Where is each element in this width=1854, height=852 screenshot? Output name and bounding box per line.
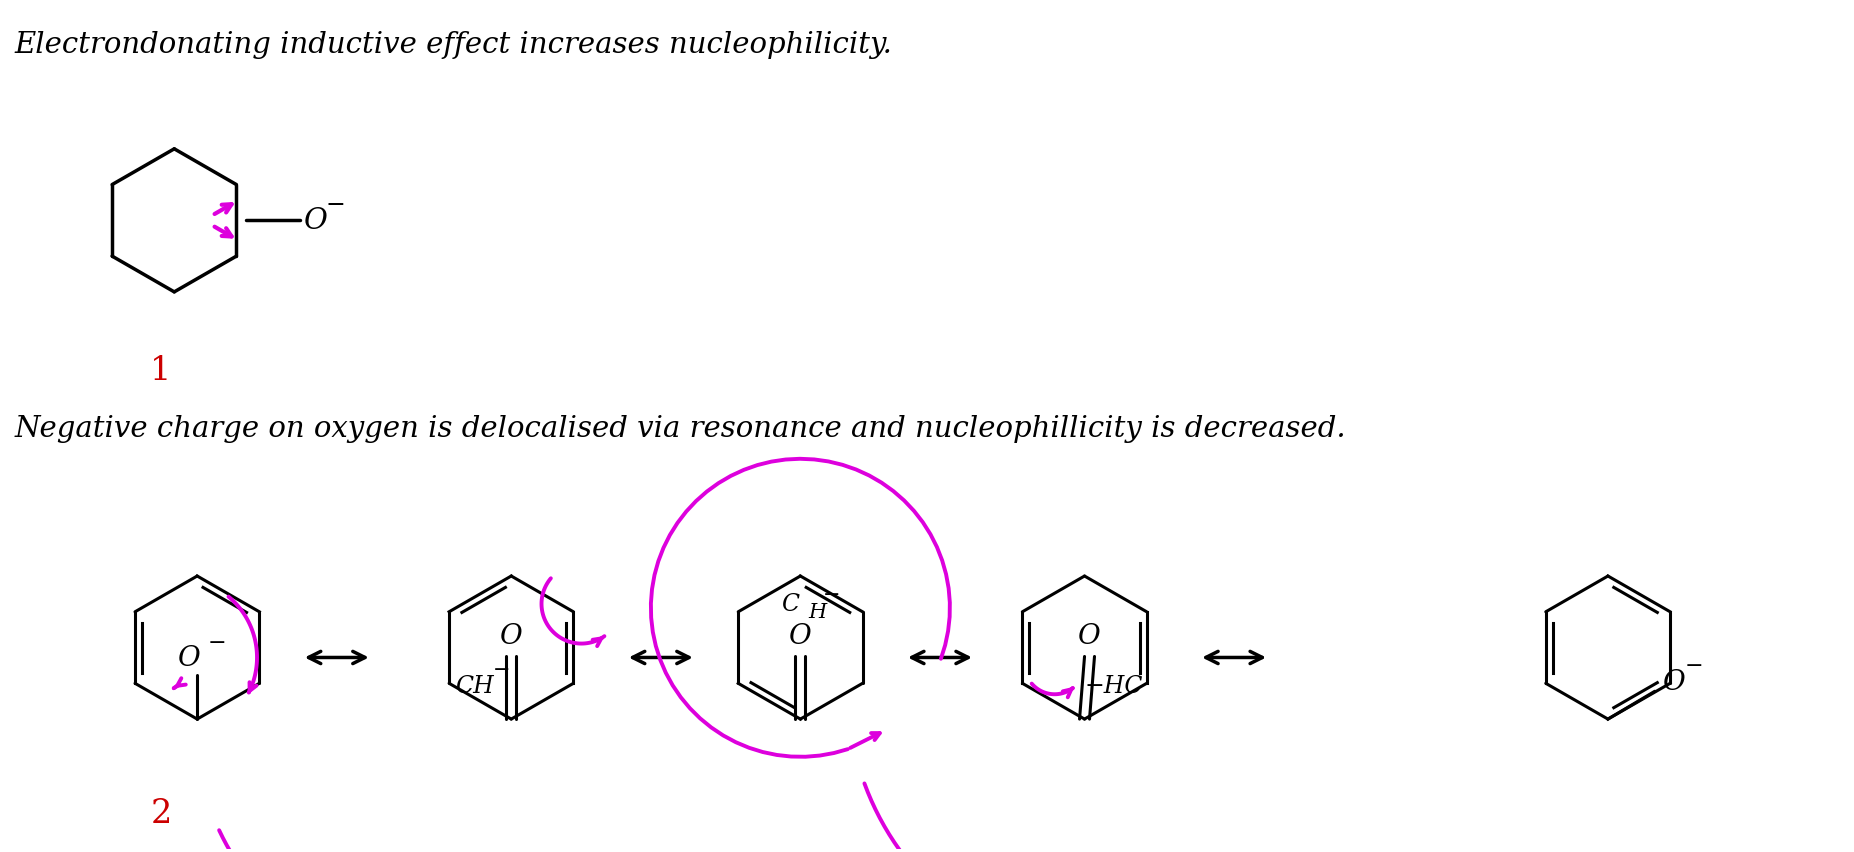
Text: −: − xyxy=(493,659,510,680)
Text: O: O xyxy=(501,623,523,649)
Text: −: − xyxy=(326,193,345,217)
Text: O: O xyxy=(304,207,328,235)
Text: Electrondonating inductive effect increases nucleophilicity.: Electrondonating inductive effect increa… xyxy=(15,31,892,59)
Text: −: − xyxy=(208,632,226,652)
Text: O: O xyxy=(1663,668,1685,695)
Text: O: O xyxy=(790,623,812,649)
Text: −: − xyxy=(823,584,840,604)
Text: 2: 2 xyxy=(150,797,172,829)
Text: −: − xyxy=(1685,656,1704,676)
Text: Negative charge on oxygen is delocalised via resonance and nucleophillicity is d: Negative charge on oxygen is delocalised… xyxy=(15,415,1346,442)
Text: H: H xyxy=(808,602,827,622)
Text: O: O xyxy=(1079,623,1101,649)
Text: CH: CH xyxy=(454,674,493,697)
Text: O: O xyxy=(178,644,200,671)
Text: C: C xyxy=(781,593,799,616)
Text: −HC: −HC xyxy=(1085,674,1144,697)
Text: 1: 1 xyxy=(150,355,172,387)
